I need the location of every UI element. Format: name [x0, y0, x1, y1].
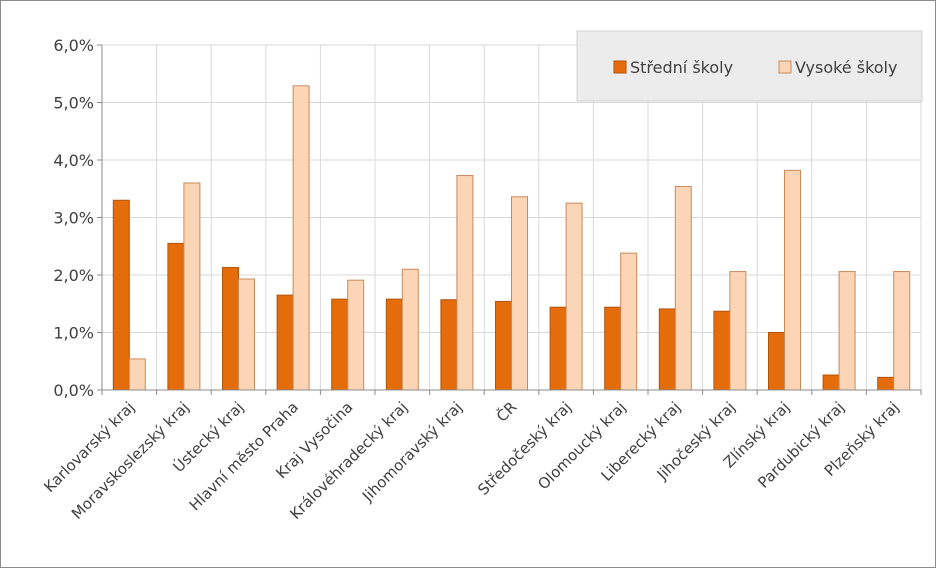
- y-tick-label: 5,0%: [53, 94, 94, 113]
- y-axis-tick-labels: 0,0% 1,0% 2,0% 3,0% 4,0% 5,0% 6,0%: [53, 36, 94, 400]
- bar-vysoke-skoly-kraj-vysocina: [347, 279, 365, 391]
- bar-vysoke-skoly-jihomoravsky-kraj: [456, 175, 474, 391]
- x-tick-label: Jihomoravský kraj: [358, 398, 466, 506]
- bar-vysoke-skoly-pardubicky-kraj: [838, 271, 856, 391]
- bar-vysoke-skoly-kralovehradecky-kraj: [401, 268, 419, 391]
- bar-vysoke-skoly-ustecky-kraj: [238, 278, 255, 391]
- bar-stredni-skoly-pardubicky-kraj: [822, 374, 840, 391]
- bar-vysoke-skoly-moravskoslezsky-kraj: [183, 182, 201, 391]
- y-tick-label: 6,0%: [53, 36, 94, 55]
- bar-stredni-skoly-plzensky-kraj: [877, 376, 895, 391]
- y-tick-label: 2,0%: [53, 266, 94, 285]
- bar-stredni-skoly-hlavni-mesto-praha: [276, 294, 294, 391]
- bar-vysoke-skoly-plzensky-kraj: [893, 271, 911, 391]
- bar-vysoke-skoly-olomoucky-kraj: [620, 252, 638, 391]
- legend-label-stredni-skoly: Střední školy: [630, 58, 733, 77]
- legend-swatch-stredni-skoly: [613, 60, 627, 74]
- bar-vysoke-skoly-jihocesky-kraj: [729, 271, 747, 391]
- bar-stredni-skoly-cr: [495, 300, 512, 391]
- y-tick-label: 1,0%: [53, 324, 94, 343]
- bar-stredni-skoly-moravskoslezsky-kraj: [167, 242, 185, 391]
- bar-stredni-skoly-kralovehradecky-kraj: [385, 298, 403, 391]
- x-tick-label: Karlovarský kraj: [40, 398, 138, 496]
- bar-vysoke-skoly-cr: [511, 196, 528, 391]
- x-tick-label: ČR: [492, 397, 520, 425]
- bars: [112, 85, 911, 391]
- bar-vysoke-skoly-zlinsky-kraj: [784, 169, 801, 391]
- bar-stredni-skoly-zlinsky-kraj: [768, 332, 785, 391]
- legend-swatch-vysoke-skoly: [778, 60, 792, 74]
- y-tick-label: 0,0%: [53, 381, 94, 400]
- legend: Střední školy Vysoké školy: [576, 30, 923, 102]
- legend-background: [576, 30, 923, 102]
- bar-vysoke-skoly-hlavni-mesto-praha: [292, 85, 310, 391]
- bar-stredni-skoly-ustecky-kraj: [222, 267, 239, 391]
- bar-stredni-skoly-jihomoravsky-kraj: [440, 299, 458, 391]
- bar-stredni-skoly-kraj-vysocina: [331, 298, 349, 391]
- y-tick-label: 4,0%: [53, 151, 94, 170]
- bar-stredni-skoly-jihocesky-kraj: [713, 310, 731, 391]
- y-tick-label: 3,0%: [53, 209, 94, 228]
- bar-vysoke-skoly-karlovarsky-kraj: [128, 358, 146, 391]
- bar-stredni-skoly-olomoucky-kraj: [604, 306, 622, 391]
- x-axis: [101, 45, 922, 395]
- bar-stredni-skoly-liberecky-kraj: [658, 308, 676, 391]
- bar-vysoke-skoly-liberecky-kraj: [674, 185, 692, 391]
- bar-vysoke-skoly-stredocesky-kraj: [565, 202, 583, 391]
- x-tick-label: Středočeský kraj: [474, 398, 575, 499]
- bar-stredni-skoly-karlovarsky-kraj: [112, 199, 130, 391]
- legend-label-vysoke-skoly: Vysoké školy: [795, 58, 897, 77]
- bar-stredni-skoly-stredocesky-kraj: [549, 306, 567, 391]
